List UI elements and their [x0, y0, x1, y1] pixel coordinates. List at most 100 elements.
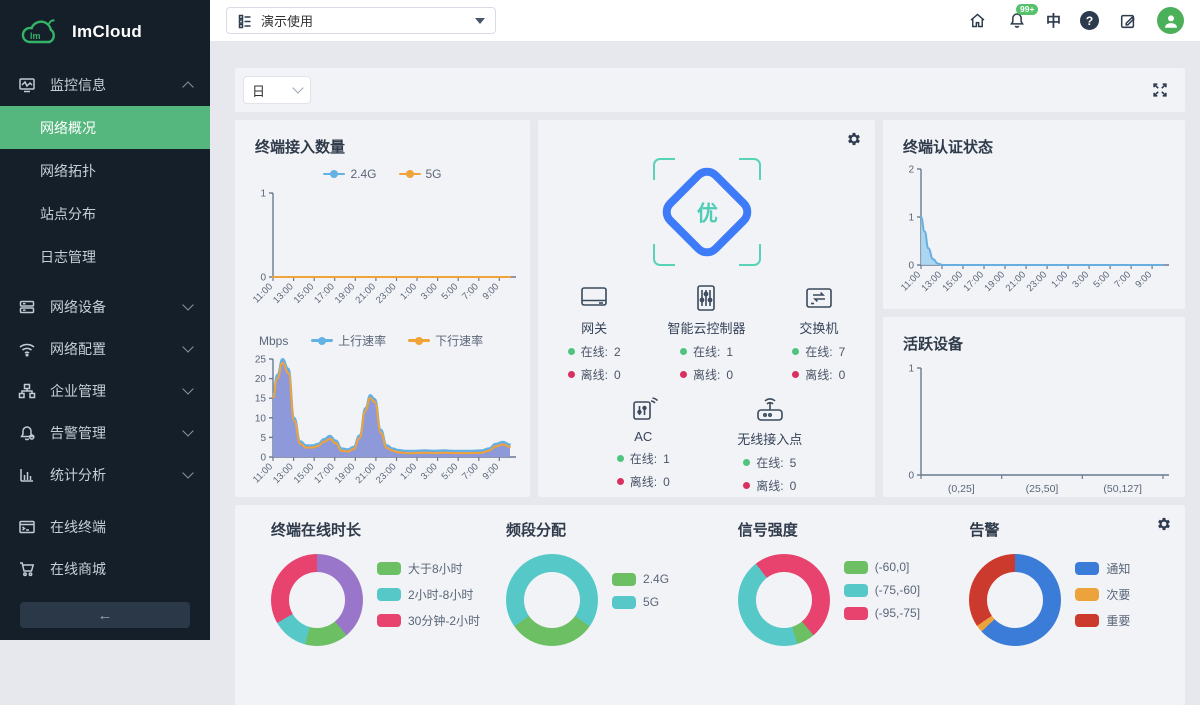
offline-dot: [567, 371, 575, 378]
legend-5g[interactable]: 5G: [398, 167, 442, 181]
svg-text:7:00: 7:00: [1112, 269, 1133, 290]
offline-count: 0: [663, 474, 670, 489]
language-toggle[interactable]: 中: [1045, 13, 1061, 30]
logo[interactable]: lm ImCloud: [0, 0, 210, 64]
sidebar-item-network-devices[interactable]: 网络设备: [0, 286, 210, 328]
svg-text:9:00: 9:00: [481, 461, 502, 482]
sidebar-item-statistics[interactable]: 统计分析: [0, 454, 210, 496]
help-button[interactable]: ?: [1080, 11, 1099, 30]
rate-legend: 上行速率 下行速率: [288, 332, 506, 349]
controller-icon: [697, 285, 716, 311]
donut-legend-item[interactable]: (-75,-60]: [843, 583, 920, 597]
bracket-corner: [652, 158, 675, 180]
sidebar-item-monitor-info[interactable]: 监控信息: [0, 64, 210, 106]
svg-text:23:00: 23:00: [1025, 269, 1050, 294]
chevron-up-icon: [182, 81, 194, 93]
gear-icon[interactable]: [845, 130, 863, 148]
period-selector[interactable]: 日: [243, 76, 311, 104]
online-dot: [616, 455, 624, 462]
donut-legend-item[interactable]: 大于8小时: [377, 560, 480, 577]
sidebar-collapse-button[interactable]: ←: [20, 602, 190, 628]
home-icon: [971, 13, 985, 28]
donut-legend-item[interactable]: (-95,-75]: [843, 606, 920, 620]
svg-text:0: 0: [260, 273, 266, 284]
legend-chip: [843, 560, 868, 574]
sidebar-item-alarm-management[interactable]: 告警管理: [0, 412, 210, 454]
donut-legend-item[interactable]: 2小时-8小时: [377, 586, 480, 603]
sidebar-item-site-distribution[interactable]: 站点分布: [40, 205, 96, 222]
alarms-donut[interactable]: [969, 554, 1062, 646]
offline-count: 0: [838, 367, 846, 382]
svg-text:13:00: 13:00: [271, 461, 296, 486]
signal-strength-section: 信号强度 (-60,0] (-75,-60] (-95,-75]: [712, 519, 944, 705]
svg-text:0: 0: [908, 471, 914, 482]
notifications-button[interactable]: 99+: [1007, 3, 1039, 31]
legend-chip: [377, 614, 401, 627]
online-duration-section: 终端在线时长 大于8小时 2小时-8小时 30分钟-2小时: [245, 519, 480, 705]
legend-downstream[interactable]: 下行速率: [408, 332, 483, 349]
access-point-icon: [756, 398, 783, 421]
online-dot: [792, 348, 800, 355]
svg-text:(25,50]: (25,50]: [1026, 483, 1059, 495]
band-allocation-section: 频段分配 2.4G 5G: [480, 519, 712, 705]
donut-row-card: 终端在线时长 大于8小时 2小时-8小时 30分钟-2小时 频段分配 2.4G …: [235, 505, 1185, 705]
offline-dot: [792, 371, 800, 378]
gear-icon[interactable]: [1155, 515, 1173, 533]
donut-legend-item[interactable]: 通知: [1075, 560, 1130, 577]
sidebar-item-network-topology[interactable]: 网络拓扑: [40, 162, 96, 179]
bracket-corner: [652, 244, 675, 266]
svg-text:19:00: 19:00: [983, 269, 1008, 294]
band-allocation-donut[interactable]: [506, 554, 599, 646]
monitor-chart-icon: [19, 78, 35, 93]
sidebar-item-network-config[interactable]: 网络配置: [0, 328, 210, 370]
legend-marker: [398, 170, 421, 179]
donut-legend-item[interactable]: 5G: [612, 595, 669, 609]
donut-title: 频段分配: [506, 522, 567, 539]
sidebar-item-enterprise-management[interactable]: 企业管理: [0, 370, 210, 412]
legend-upstream[interactable]: 上行速率: [311, 332, 386, 349]
access-legend: 2.4G 5G: [235, 167, 530, 181]
svg-text:17:00: 17:00: [312, 461, 337, 486]
svg-text:15:00: 15:00: [941, 269, 966, 294]
device-cloud-controller: 智能云控制器 在线: 1 离线: 0: [650, 282, 762, 393]
svg-text:20: 20: [255, 374, 267, 385]
svg-text:5:00: 5:00: [439, 281, 460, 302]
svg-text:5: 5: [260, 433, 266, 444]
sidebar-item-online-terminals[interactable]: 在线终端: [0, 506, 210, 548]
bracket-corner: [738, 244, 761, 266]
donut-legend-item[interactable]: 2.4G: [612, 572, 669, 586]
donut-legend-item[interactable]: 30分钟-2小时: [377, 612, 480, 629]
feedback-button[interactable]: [1118, 11, 1138, 31]
svg-text:0: 0: [908, 261, 914, 272]
fullscreen-icon[interactable]: [1151, 81, 1169, 99]
sidebar-item-log-management[interactable]: 日志管理: [40, 248, 96, 265]
online-count: 1: [663, 451, 670, 466]
chevron-down-icon: [182, 341, 194, 353]
donut-legend-item[interactable]: (-60,0]: [843, 560, 920, 574]
bell-icon: [1010, 13, 1024, 28]
online-dot: [567, 348, 575, 355]
alarms-section: 告警 通知 次要 重要: [943, 519, 1175, 705]
legend-2-4g[interactable]: 2.4G: [323, 167, 377, 181]
signal-strength-donut[interactable]: [737, 554, 830, 646]
bell-gear-icon: [20, 426, 35, 441]
svg-text:23:00: 23:00: [374, 461, 399, 486]
rate-unit-label: Mbps: [259, 333, 289, 348]
sidebar-item-online-mall[interactable]: 在线商城: [0, 548, 210, 590]
svg-text:2: 2: [908, 165, 914, 176]
wifi-icon: [19, 343, 35, 357]
donut-legend-item[interactable]: 重要: [1075, 612, 1130, 629]
workspace-selector[interactable]: 演示使用: [226, 7, 496, 34]
donut-legend-item[interactable]: 次要: [1075, 586, 1130, 603]
online-duration-donut[interactable]: [271, 554, 363, 646]
terminal-icon: [19, 520, 35, 534]
sidebar-item-network-overview[interactable]: 网络概况: [0, 106, 210, 149]
terminal-auth-card: 终端认证状态 0 1 2 11:00 13:00 15:00 17:00 19:00 21:00…: [883, 120, 1185, 309]
org-list-icon: [238, 14, 251, 28]
auth-status-chart: 0 1 2 11:00 13:00 15:00 17:00 19:00 21:00 23:00 1:…: [889, 159, 1185, 316]
offline-count: 0: [726, 367, 733, 382]
home-button[interactable]: [968, 11, 988, 31]
svg-text:7:00: 7:00: [460, 281, 481, 302]
rate-legend-row: Mbps 上行速率 下行速率: [235, 332, 530, 349]
user-avatar[interactable]: [1157, 7, 1184, 34]
